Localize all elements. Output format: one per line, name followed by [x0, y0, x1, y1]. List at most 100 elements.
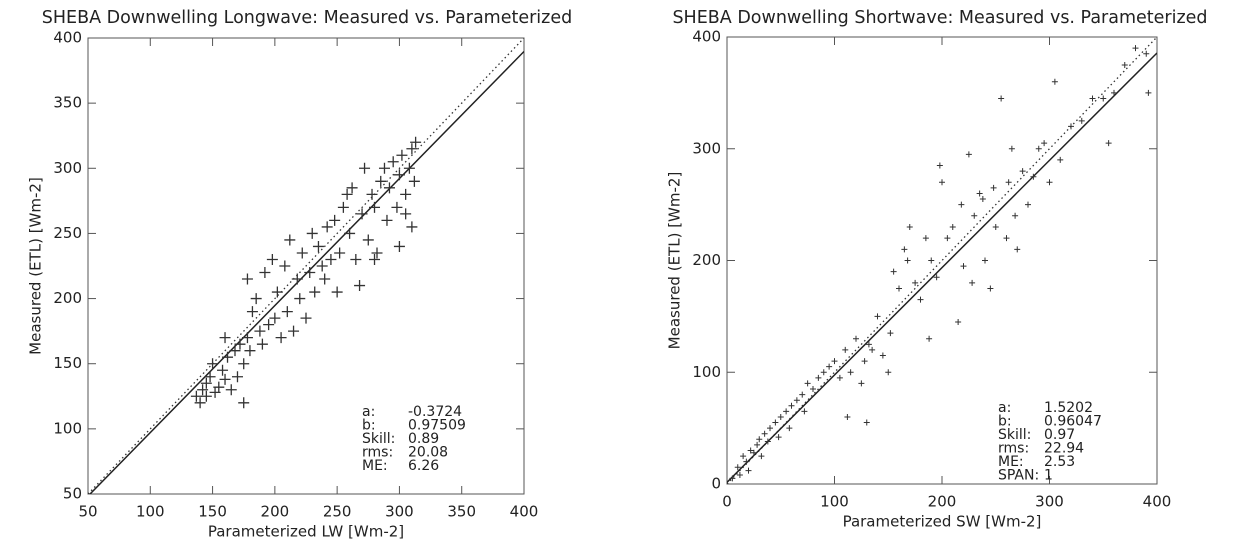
x-tick-label: 50	[78, 503, 97, 521]
data-point	[944, 235, 951, 242]
stat-label: a:	[998, 400, 1011, 416]
data-point	[810, 386, 816, 393]
data-point	[874, 313, 881, 320]
data-point	[979, 196, 986, 203]
stat-label: ME:	[998, 454, 1024, 470]
data-point	[331, 286, 343, 298]
data-point	[359, 162, 371, 174]
y-tick-label: 400	[692, 28, 721, 46]
stat-value: 0.89	[408, 431, 439, 447]
data-point	[1005, 179, 1012, 186]
data-point	[346, 182, 358, 194]
data-point	[1012, 212, 1019, 219]
data-point	[229, 345, 241, 357]
data-point	[256, 338, 268, 350]
data-point	[241, 273, 253, 285]
stat-value: 2.53	[1044, 454, 1075, 470]
data-point	[740, 453, 747, 460]
data-point	[263, 319, 275, 331]
data-point	[200, 377, 212, 389]
x-tick-label: 100	[820, 493, 849, 511]
data-point	[987, 285, 994, 292]
data-point	[761, 430, 768, 437]
data-point	[219, 332, 231, 344]
data-point	[767, 425, 773, 432]
data-point	[304, 267, 316, 279]
data-point	[369, 201, 381, 213]
data-point	[729, 475, 736, 482]
data-point	[960, 263, 967, 270]
chart: SHEBA Downwelling Longwave: Measured vs.…	[27, 8, 573, 541]
stat-label: b:	[362, 418, 376, 434]
data-point	[764, 438, 771, 445]
data-point	[259, 267, 271, 279]
data-point	[1111, 89, 1117, 96]
data-point	[904, 257, 911, 264]
data-point	[294, 293, 306, 305]
data-point	[804, 380, 811, 387]
data-point	[1068, 123, 1074, 130]
x-tick-label: 350	[447, 503, 476, 521]
data-point	[281, 306, 293, 318]
data-point	[890, 268, 897, 275]
data-point	[325, 253, 337, 265]
data-point	[350, 253, 362, 265]
data-point	[745, 467, 752, 474]
stat-value: 22.94	[1044, 441, 1084, 457]
data-point	[279, 260, 291, 272]
data-point	[197, 384, 209, 396]
data-point	[736, 472, 743, 479]
data-point	[362, 234, 374, 246]
data-point	[406, 221, 418, 233]
data-point	[393, 169, 405, 181]
data-point	[296, 247, 308, 259]
stat-label: rms:	[362, 445, 393, 461]
data-point	[291, 273, 303, 285]
x-tick-label: 200	[261, 503, 290, 521]
data-point	[400, 208, 412, 220]
y-tick-label: 50	[63, 485, 82, 503]
data-point	[321, 221, 333, 233]
data-point	[275, 332, 287, 344]
data-point	[775, 434, 782, 441]
x-tick-label: 0	[722, 493, 732, 511]
data-point	[847, 369, 854, 376]
data-point	[387, 156, 399, 168]
data-point	[375, 175, 387, 187]
x-tick-label: 300	[1035, 493, 1064, 511]
data-point	[1003, 235, 1010, 242]
data-point	[271, 286, 283, 298]
data-point	[1051, 78, 1058, 85]
data-point	[1057, 156, 1064, 163]
fit-line	[89, 50, 524, 494]
data-point	[231, 371, 243, 383]
y-axis-label: Measured (ETL) [Wm-2]	[27, 177, 45, 355]
data-point	[406, 143, 418, 155]
chart-title: SHEBA Downwelling Shortwave: Measured vs…	[672, 8, 1207, 28]
data-point	[971, 212, 978, 219]
x-tick-label: 300	[385, 503, 414, 521]
x-tick-label: 150	[198, 503, 227, 521]
data-point	[1041, 140, 1048, 147]
data-point	[207, 358, 219, 370]
x-tick-label: 400	[1143, 493, 1172, 511]
data-point	[204, 371, 216, 383]
data-point	[933, 274, 940, 281]
data-point	[912, 279, 919, 286]
x-tick-label: 400	[510, 503, 539, 521]
data-point	[400, 188, 412, 200]
data-point	[815, 374, 822, 381]
plot-area	[727, 37, 1157, 484]
stat-value: 0.97	[1044, 427, 1075, 443]
data-point	[403, 162, 415, 174]
data-point	[396, 149, 408, 161]
data-point	[939, 179, 945, 186]
stat-label: SPAN:	[998, 468, 1039, 484]
data-point	[250, 293, 262, 305]
data-point	[1078, 117, 1085, 124]
data-point	[1089, 95, 1096, 102]
data-point	[901, 246, 908, 253]
y-tick-label: 150	[53, 354, 82, 372]
data-point	[1121, 61, 1128, 68]
data-point	[965, 151, 972, 158]
